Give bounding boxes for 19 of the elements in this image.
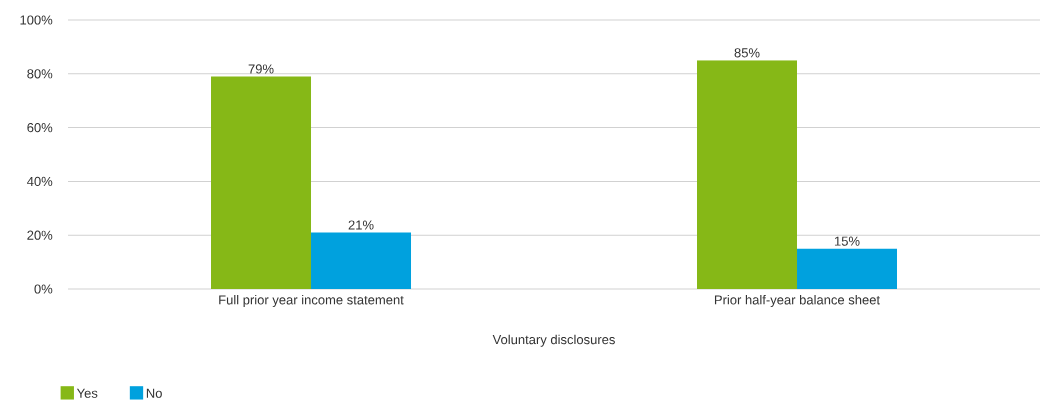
bar — [797, 248, 898, 289]
bar — [697, 60, 798, 289]
y-tick-label: 60% — [27, 123, 53, 133]
bar — [211, 76, 312, 289]
y-tick-label: 80% — [27, 69, 53, 79]
legend-label: No — [146, 388, 162, 398]
data-label: 15% — [834, 236, 860, 246]
data-label: 21% — [348, 220, 374, 230]
y-tick-label: 0% — [34, 284, 53, 294]
bar — [311, 232, 412, 289]
x-tick-label: Full prior year income statement — [219, 294, 404, 308]
x-tick-label: Prior half-year balance sheet — [714, 294, 880, 308]
y-tick-label: 20% — [27, 230, 53, 240]
y-tick-label: 100% — [20, 15, 53, 25]
x-axis-title: Voluntary disclosures — [492, 334, 615, 347]
legend-label: Yes — [76, 388, 98, 398]
y-tick-label: 40% — [27, 176, 53, 186]
data-label: 85% — [734, 48, 760, 58]
data-label: 79% — [248, 64, 274, 74]
